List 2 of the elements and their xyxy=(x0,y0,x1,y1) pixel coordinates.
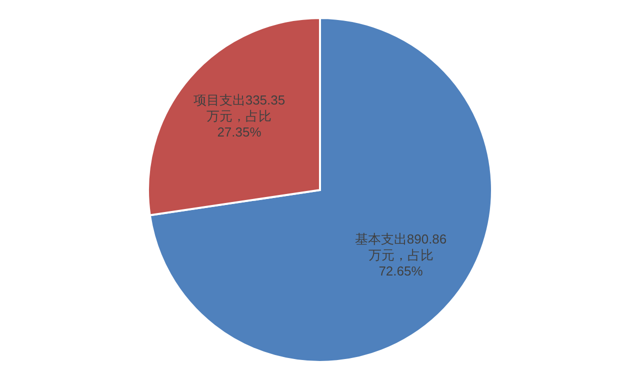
slice-label: 项目支出335.35 万元，占比 27.35% xyxy=(193,92,286,140)
slice-label: 基本支出890.86 万元，占比 72.65% xyxy=(354,232,447,279)
